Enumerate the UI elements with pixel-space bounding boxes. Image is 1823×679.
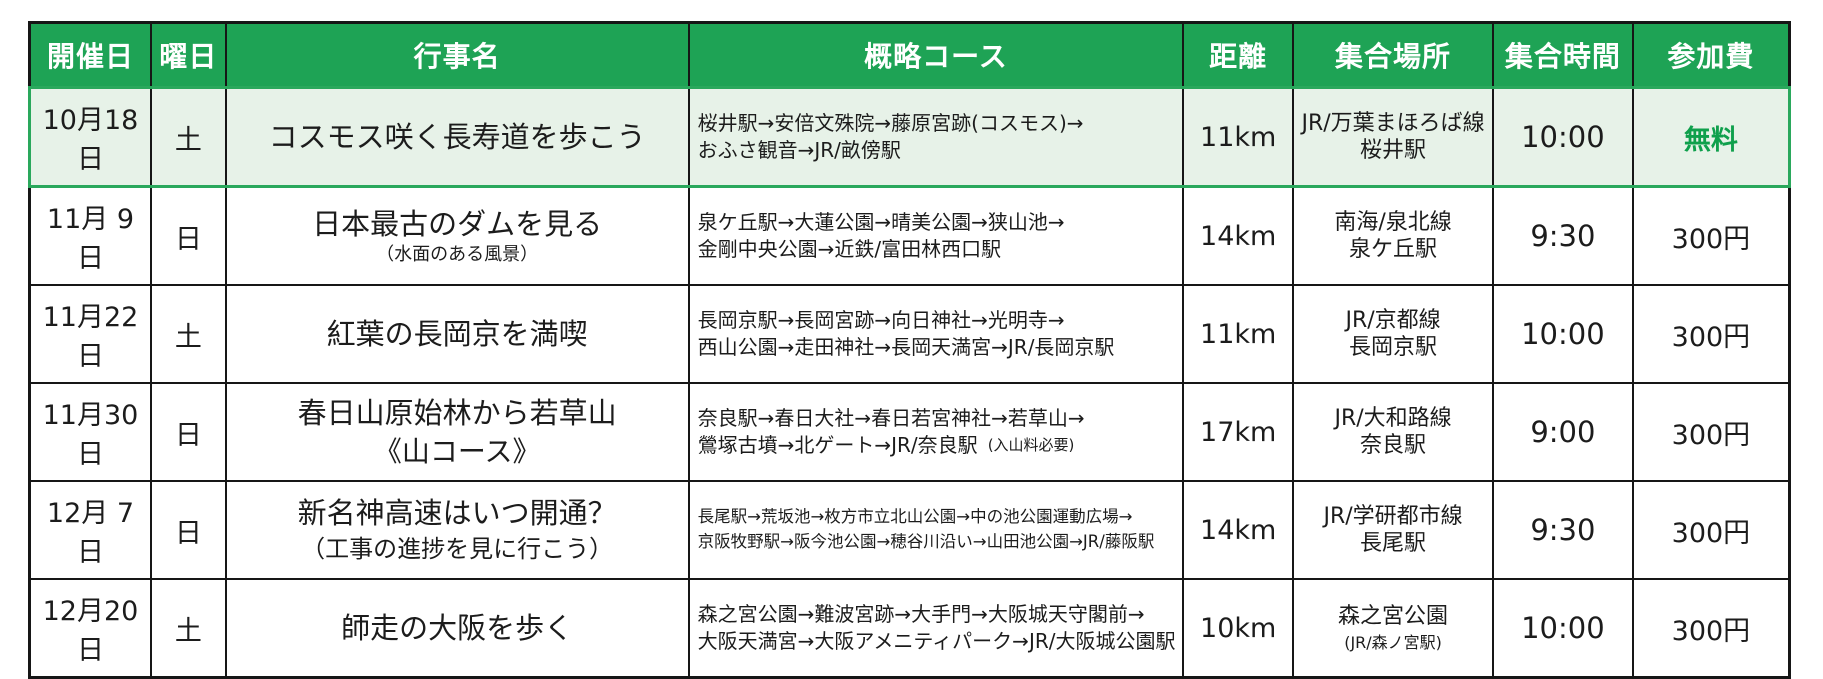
- time-cell: 9:30: [1491, 480, 1634, 580]
- date-cell: 12月 7日: [28, 480, 152, 580]
- fee-cell: 300円: [1631, 382, 1791, 482]
- course-line-1: 泉ケ丘駅→大蓮公園→晴美公園→狭山池→: [697, 210, 1065, 234]
- place-line-1: 森之宮公園: [1338, 604, 1449, 630]
- date-cell: 11月22日: [28, 284, 152, 384]
- time-cell: 9:00: [1491, 382, 1634, 482]
- course-line-1: 桜井駅→安倍文殊院→藤原宮跡(コスモス)→: [697, 111, 1084, 135]
- day-cell: 土: [149, 86, 227, 188]
- distance-cell: 10km: [1182, 578, 1295, 679]
- place-line-1: 南海/泉北線: [1334, 209, 1452, 235]
- time-cell: 9:30: [1491, 185, 1634, 286]
- event-title: 新名神高速はいつ開通？: [297, 496, 617, 531]
- day-cell: 日: [149, 185, 227, 286]
- place-line-2: (JR/森ノ宮駅): [1344, 632, 1442, 652]
- course-line-2: 京阪牧野駅→阪今池公園→穂谷川沿い→山田池公園→JR/藤阪駅: [697, 532, 1155, 551]
- event-cell: 紅葉の長岡京を満喫: [224, 284, 690, 384]
- event-cell: 春日山原始林から若草山 《山コース》: [224, 382, 690, 482]
- table-row: 11月22日 土 紅葉の長岡京を満喫 長岡京駅→長岡宮跡→向日神社→光明寺→ 西…: [28, 284, 1791, 384]
- date-cell: 11月30日: [28, 382, 152, 482]
- place-cell: 森之宮公園 (JR/森ノ宮駅): [1292, 578, 1494, 679]
- col-header-event: 行事名: [224, 21, 690, 89]
- course-cell: 奈良駅→春日大社→春日若宮神社→若草山→ 鶯塚古墳→北ゲート→JR/奈良駅 (入山…: [687, 382, 1185, 482]
- table-row-highlighted: 10月18日 土 コスモス咲く長寿道を歩こう 桜井駅→安倍文殊院→藤原宮跡(コス…: [27, 86, 1791, 188]
- course-cell: 森之宮公園→難波宮跡→大手門→大阪城天守閣前→ 大阪天満宮→大阪アメニティパーク…: [687, 578, 1185, 679]
- place-cell: JR/京都線 長岡京駅: [1292, 284, 1494, 384]
- place-line-2: 奈良駅: [1360, 433, 1427, 458]
- table-row: 11月30日 日 春日山原始林から若草山 《山コース》 奈良駅→春日大社→春日若…: [28, 382, 1791, 482]
- place-cell: JR/大和路線 奈良駅: [1292, 382, 1494, 482]
- place-line-1: JR/京都線: [1345, 307, 1441, 333]
- event-subtitle: （水面のある風景）: [376, 243, 539, 265]
- time-cell: 10:00: [1491, 578, 1634, 679]
- fee-cell: 300円: [1631, 185, 1791, 286]
- fee-cell: 300円: [1631, 480, 1791, 580]
- date-cell: 10月18日: [27, 86, 152, 188]
- event-schedule: 開催日 曜日 行事名 概略コース 距離 集合場所 集合時間 参加費 10月18日…: [27, 21, 1791, 679]
- day-cell: 日: [149, 480, 227, 580]
- course-line-1: 長岡京駅→長岡宮跡→向日神社→光明寺→: [697, 308, 1065, 332]
- fee-cell: 300円: [1631, 284, 1791, 384]
- distance-cell: 14km: [1182, 480, 1295, 580]
- event-title: 日本最古のダムを見る: [312, 206, 603, 241]
- course-line-2: おふさ観音→JR/畝傍駅: [697, 138, 901, 162]
- place-line-1: JR/学研都市線: [1323, 503, 1463, 529]
- place-line-2: 長尾駅: [1360, 531, 1427, 556]
- table-row: 12月 7日 日 新名神高速はいつ開通？ （工事の進捗を見に行こう） 長尾駅→荒…: [28, 480, 1791, 580]
- event-subtitle: 《山コース》: [373, 434, 541, 468]
- course-cell: 泉ケ丘駅→大蓮公園→晴美公園→狭山池→ 金剛中央公園→近鉄/富田林西口駅: [687, 185, 1185, 286]
- col-header-day: 曜日: [149, 21, 227, 89]
- event-subtitle: （工事の進捗を見に行こう）: [301, 535, 614, 563]
- col-header-distance: 距離: [1182, 21, 1295, 89]
- table-row: 12月20日 土 師走の大阪を歩く 森之宮公園→難波宮跡→大手門→大阪城天守閣前…: [28, 578, 1791, 679]
- day-cell: 土: [149, 578, 227, 679]
- course-line-1: 森之宮公園→難波宮跡→大手門→大阪城天守閣前→: [697, 602, 1145, 626]
- place-line-1: JR/大和路線: [1334, 405, 1452, 431]
- distance-cell: 14km: [1182, 185, 1295, 286]
- col-header-course: 概略コース: [687, 21, 1185, 89]
- course-cell: 桜井駅→安倍文殊院→藤原宮跡(コスモス)→ おふさ観音→JR/畝傍駅: [687, 86, 1185, 188]
- distance-cell: 11km: [1182, 284, 1295, 384]
- day-cell: 土: [149, 284, 227, 384]
- table-row: 11月 9日 日 日本最古のダムを見る （水面のある風景） 泉ケ丘駅→大蓮公園→…: [28, 185, 1791, 286]
- course-line-2: 金剛中央公園→近鉄/富田林西口駅: [697, 237, 1002, 261]
- distance-cell: 17km: [1182, 382, 1295, 482]
- place-cell: JR/学研都市線 長尾駅: [1292, 480, 1494, 580]
- course-cell: 長尾駅→荒坂池→枚方市立北山公園→中の池公園運動広場→ 京阪牧野駅→阪今池公園→…: [687, 480, 1185, 580]
- col-header-fee: 参加費: [1631, 21, 1791, 89]
- time-cell: 10:00: [1491, 284, 1634, 384]
- date-cell: 12月20日: [28, 578, 152, 679]
- time-cell: 10:00: [1491, 86, 1634, 188]
- place-line-2: 長岡京駅: [1349, 335, 1438, 360]
- course-line-1: 長尾駅→荒坂池→枚方市立北山公園→中の池公園運動広場→: [697, 507, 1133, 527]
- col-header-place: 集合場所: [1292, 21, 1494, 89]
- header-row: 開催日 曜日 行事名 概略コース 距離 集合場所 集合時間 参加費: [28, 21, 1791, 89]
- place-cell: JR/万葉まほろば線 桜井駅: [1292, 86, 1494, 188]
- event-cell: 師走の大阪を歩く: [224, 578, 690, 679]
- place-line-2: 桜井駅: [1360, 138, 1427, 163]
- events-table: 開催日 曜日 行事名 概略コース 距離 集合場所 集合時間 参加費 10月18日…: [27, 21, 1791, 679]
- course-line-2: 鶯塚古墳→北ゲート→JR/奈良駅 (入山料必要): [697, 433, 1075, 457]
- place-cell: 南海/泉北線 泉ケ丘駅: [1292, 185, 1494, 286]
- event-title: 春日山原始林から若草山: [297, 395, 617, 430]
- fee-cell: 無料: [1631, 86, 1791, 188]
- col-header-date: 開催日: [28, 21, 152, 89]
- event-cell: 日本最古のダムを見る （水面のある風景）: [224, 185, 690, 286]
- col-header-time: 集合時間: [1491, 21, 1634, 89]
- place-line-1: JR/万葉まほろば線: [1301, 110, 1485, 136]
- course-cell: 長岡京駅→長岡宮跡→向日神社→光明寺→ 西山公園→走田神社→長岡天満宮→JR/長…: [687, 284, 1185, 384]
- day-cell: 日: [149, 382, 227, 482]
- place-line-2: 泉ケ丘駅: [1349, 237, 1438, 262]
- fee-cell: 300円: [1631, 578, 1791, 679]
- event-cell: コスモス咲く長寿道を歩こう: [224, 86, 690, 188]
- date-cell: 11月 9日: [28, 185, 152, 286]
- course-note: (入山料必要): [987, 436, 1075, 454]
- event-cell: 新名神高速はいつ開通？ （工事の進捗を見に行こう）: [224, 480, 690, 580]
- course-line-1: 奈良駅→春日大社→春日若宮神社→若草山→: [697, 406, 1085, 430]
- course-line-2: 西山公園→走田神社→長岡天満宮→JR/長岡京駅: [697, 335, 1115, 359]
- course-line-2: 大阪天満宮→大阪アメニティパーク→JR/大阪城公園駅: [697, 629, 1176, 653]
- distance-cell: 11km: [1182, 86, 1295, 188]
